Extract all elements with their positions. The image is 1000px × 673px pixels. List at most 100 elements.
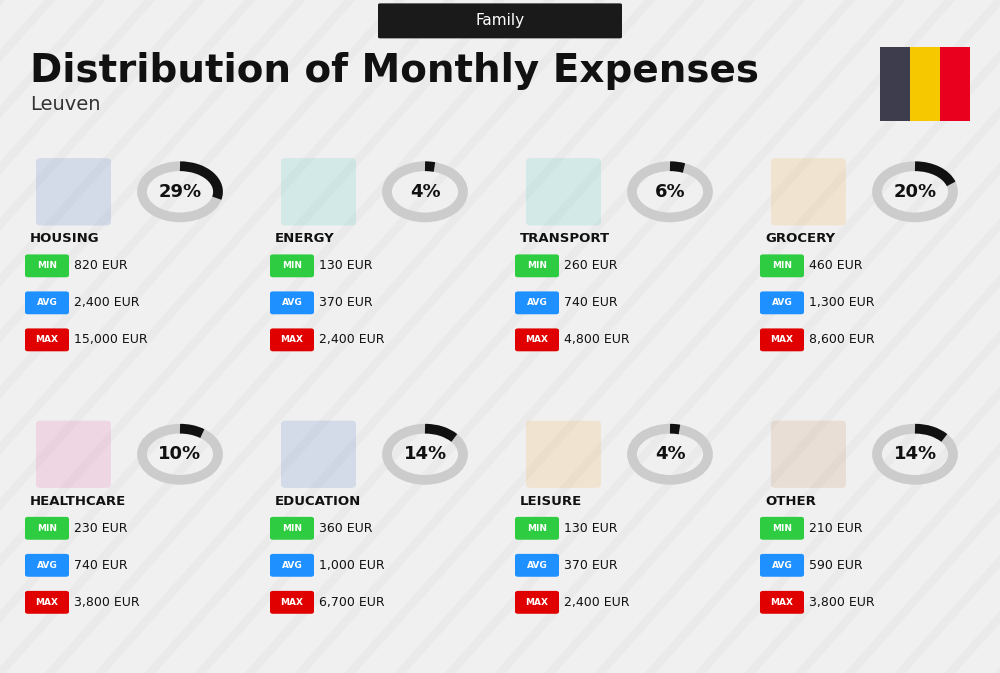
Text: MAX: MAX bbox=[526, 335, 548, 345]
Text: MIN: MIN bbox=[772, 524, 792, 533]
FancyBboxPatch shape bbox=[760, 591, 804, 614]
Text: 820 EUR: 820 EUR bbox=[74, 259, 128, 273]
Text: AVG: AVG bbox=[527, 561, 547, 570]
FancyBboxPatch shape bbox=[760, 254, 804, 277]
FancyBboxPatch shape bbox=[526, 158, 601, 225]
Text: GROCERY: GROCERY bbox=[765, 232, 835, 246]
FancyBboxPatch shape bbox=[760, 291, 804, 314]
FancyBboxPatch shape bbox=[25, 254, 69, 277]
Text: AVG: AVG bbox=[282, 561, 302, 570]
FancyBboxPatch shape bbox=[25, 517, 69, 540]
Text: MIN: MIN bbox=[282, 524, 302, 533]
FancyBboxPatch shape bbox=[771, 158, 846, 225]
FancyBboxPatch shape bbox=[270, 517, 314, 540]
FancyBboxPatch shape bbox=[25, 328, 69, 351]
Text: 2,400 EUR: 2,400 EUR bbox=[74, 296, 140, 310]
FancyBboxPatch shape bbox=[281, 421, 356, 488]
Text: MAX: MAX bbox=[36, 335, 58, 345]
Text: AVG: AVG bbox=[772, 561, 792, 570]
Text: 2,400 EUR: 2,400 EUR bbox=[564, 596, 630, 609]
Text: 740 EUR: 740 EUR bbox=[564, 296, 618, 310]
Text: 1,300 EUR: 1,300 EUR bbox=[809, 296, 874, 310]
Text: MAX: MAX bbox=[281, 335, 304, 345]
Text: MAX: MAX bbox=[770, 335, 794, 345]
FancyBboxPatch shape bbox=[515, 517, 559, 540]
Text: MIN: MIN bbox=[37, 261, 57, 271]
Text: 230 EUR: 230 EUR bbox=[74, 522, 128, 535]
FancyBboxPatch shape bbox=[36, 421, 111, 488]
Text: AVG: AVG bbox=[37, 298, 57, 308]
Text: 740 EUR: 740 EUR bbox=[74, 559, 128, 572]
Text: 370 EUR: 370 EUR bbox=[319, 296, 373, 310]
FancyBboxPatch shape bbox=[281, 158, 356, 225]
Text: AVG: AVG bbox=[527, 298, 547, 308]
Text: MIN: MIN bbox=[37, 524, 57, 533]
Text: 260 EUR: 260 EUR bbox=[564, 259, 618, 273]
Text: 6%: 6% bbox=[655, 183, 685, 201]
Text: MAX: MAX bbox=[770, 598, 794, 607]
FancyBboxPatch shape bbox=[515, 328, 559, 351]
Text: 370 EUR: 370 EUR bbox=[564, 559, 618, 572]
FancyBboxPatch shape bbox=[25, 591, 69, 614]
FancyBboxPatch shape bbox=[526, 421, 601, 488]
Text: 3,800 EUR: 3,800 EUR bbox=[74, 596, 140, 609]
FancyBboxPatch shape bbox=[515, 291, 559, 314]
Text: 14%: 14% bbox=[893, 446, 937, 463]
Text: MIN: MIN bbox=[772, 261, 792, 271]
FancyBboxPatch shape bbox=[378, 3, 622, 38]
Text: MAX: MAX bbox=[281, 598, 304, 607]
Text: AVG: AVG bbox=[772, 298, 792, 308]
Text: 2,400 EUR: 2,400 EUR bbox=[319, 333, 384, 347]
FancyBboxPatch shape bbox=[270, 291, 314, 314]
Text: MIN: MIN bbox=[527, 261, 547, 271]
FancyBboxPatch shape bbox=[760, 517, 804, 540]
Text: 10%: 10% bbox=[158, 446, 202, 463]
FancyBboxPatch shape bbox=[270, 554, 314, 577]
Text: 29%: 29% bbox=[158, 183, 202, 201]
FancyBboxPatch shape bbox=[270, 328, 314, 351]
Text: ENERGY: ENERGY bbox=[275, 232, 335, 246]
Text: Family: Family bbox=[475, 13, 525, 28]
Text: MIN: MIN bbox=[282, 261, 302, 271]
Text: 4%: 4% bbox=[410, 183, 440, 201]
FancyBboxPatch shape bbox=[25, 554, 69, 577]
Text: Leuven: Leuven bbox=[30, 95, 100, 114]
Text: 3,800 EUR: 3,800 EUR bbox=[809, 596, 875, 609]
Text: AVG: AVG bbox=[37, 561, 57, 570]
FancyBboxPatch shape bbox=[515, 254, 559, 277]
Text: 1,000 EUR: 1,000 EUR bbox=[319, 559, 385, 572]
Text: EDUCATION: EDUCATION bbox=[275, 495, 361, 508]
FancyBboxPatch shape bbox=[270, 254, 314, 277]
FancyBboxPatch shape bbox=[515, 591, 559, 614]
Text: MAX: MAX bbox=[526, 598, 548, 607]
Text: TRANSPORT: TRANSPORT bbox=[520, 232, 610, 246]
Text: 8,600 EUR: 8,600 EUR bbox=[809, 333, 875, 347]
Text: 590 EUR: 590 EUR bbox=[809, 559, 863, 572]
Text: 14%: 14% bbox=[403, 446, 447, 463]
FancyBboxPatch shape bbox=[771, 421, 846, 488]
FancyBboxPatch shape bbox=[515, 554, 559, 577]
Text: 15,000 EUR: 15,000 EUR bbox=[74, 333, 148, 347]
Text: MAX: MAX bbox=[36, 598, 58, 607]
Text: HOUSING: HOUSING bbox=[30, 232, 100, 246]
Text: MIN: MIN bbox=[527, 524, 547, 533]
Text: 20%: 20% bbox=[893, 183, 937, 201]
Text: 130 EUR: 130 EUR bbox=[319, 259, 372, 273]
FancyBboxPatch shape bbox=[36, 158, 111, 225]
Text: OTHER: OTHER bbox=[765, 495, 816, 508]
FancyBboxPatch shape bbox=[760, 328, 804, 351]
Text: 210 EUR: 210 EUR bbox=[809, 522, 862, 535]
FancyBboxPatch shape bbox=[910, 47, 940, 121]
Text: 130 EUR: 130 EUR bbox=[564, 522, 618, 535]
Text: HEALTHCARE: HEALTHCARE bbox=[30, 495, 126, 508]
Text: 6,700 EUR: 6,700 EUR bbox=[319, 596, 385, 609]
FancyBboxPatch shape bbox=[270, 591, 314, 614]
Text: 4,800 EUR: 4,800 EUR bbox=[564, 333, 630, 347]
FancyBboxPatch shape bbox=[940, 47, 970, 121]
FancyBboxPatch shape bbox=[760, 554, 804, 577]
Text: 360 EUR: 360 EUR bbox=[319, 522, 372, 535]
FancyBboxPatch shape bbox=[25, 291, 69, 314]
Text: AVG: AVG bbox=[282, 298, 302, 308]
Text: Distribution of Monthly Expenses: Distribution of Monthly Expenses bbox=[30, 52, 759, 90]
Text: 4%: 4% bbox=[655, 446, 685, 463]
